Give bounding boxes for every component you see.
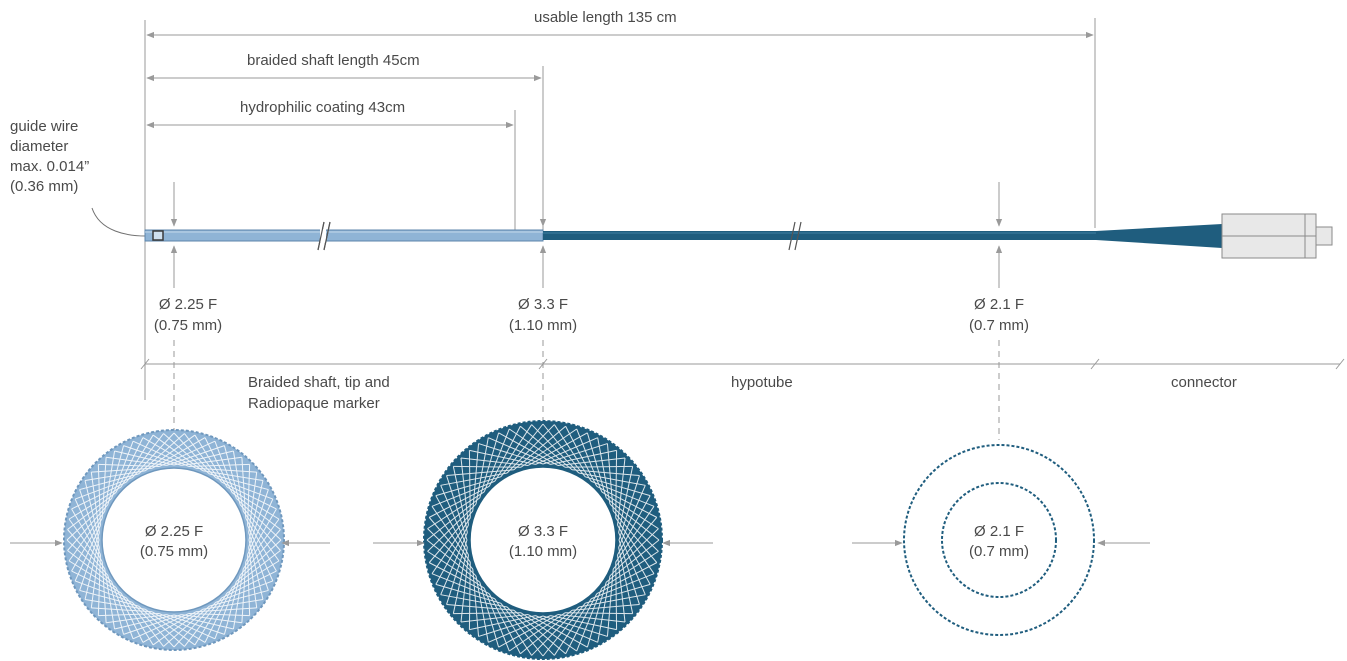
braided-shaft-length-label: braided shaft length 45cm <box>247 52 420 69</box>
usable-length-label: usable length 135 cm <box>534 9 677 26</box>
guide-wire-line1: guide wire <box>10 118 79 135</box>
guide-wire-line2: diameter <box>10 138 69 155</box>
cross-section-2-mm: (1.10 mm) <box>508 543 578 560</box>
connector-taper <box>1096 224 1222 248</box>
cross-section-hypotube <box>903 444 1095 636</box>
dimension-lines <box>146 31 1094 129</box>
cross-section-1-diameter: Ø 2.25 F <box>144 523 204 540</box>
callout-braided-diameter: Ø 3.3 F <box>517 296 569 313</box>
cross-section-3-mm: (0.7 mm) <box>969 543 1029 560</box>
section-connector-label: connector <box>1171 374 1237 391</box>
cross-section-braided-dark <box>423 420 663 660</box>
diameter-arrows <box>170 182 1003 288</box>
catheter-shaft <box>144 213 1333 259</box>
callout-tip-diameter: Ø 2.25 F <box>158 296 218 313</box>
section-braided-label: Braided shaft, tip and Radiopaque marker <box>248 372 390 414</box>
cross-section-1-mm: (0.75 mm) <box>139 543 209 560</box>
drop-lines <box>173 340 1000 440</box>
callout-tip-mm: (0.75 mm) <box>153 317 223 334</box>
section-braided-line1: Braided shaft, tip and <box>248 374 390 391</box>
section-braided-line2: Radiopaque marker <box>248 395 380 412</box>
hypotube-shaft <box>543 231 1096 240</box>
callout-tip: Ø 2.25 F (0.75 mm) <box>136 294 240 336</box>
section-hypotube-label: hypotube <box>731 374 793 391</box>
hydrophilic-coating-label: hydrophilic coating 43cm <box>240 99 406 116</box>
guide-wire-line3: max. 0.014” <box>10 158 90 175</box>
cross-section-3-label: Ø 2.1 F (0.7 mm) <box>939 522 1059 562</box>
callout-hypotube: Ø 2.1 F (0.7 mm) <box>947 294 1051 336</box>
shaft-break-marks <box>317 221 802 251</box>
cross-section-2-label: Ø 3.3 F (1.10 mm) <box>483 522 603 562</box>
guide-wire-line4: (0.36 mm) <box>10 178 79 195</box>
cross-section-2-diameter: Ø 3.3 F <box>517 523 569 540</box>
callout-hypotube-diameter: Ø 2.1 F <box>973 296 1025 313</box>
callout-braided: Ø 3.3 F (1.10 mm) <box>491 294 595 336</box>
section-divider <box>140 358 1345 370</box>
cross-section-1-label: Ø 2.25 F (0.75 mm) <box>114 522 234 562</box>
radiopaque-marker <box>152 230 164 241</box>
connector-cap <box>1315 226 1333 246</box>
guide-wire-leader <box>91 207 147 237</box>
extension-lines <box>144 18 1096 400</box>
callout-hypotube-mm: (0.7 mm) <box>969 317 1029 334</box>
callout-braided-mm: (1.10 mm) <box>508 317 578 334</box>
cross-section-3-diameter: Ø 2.1 F <box>973 523 1025 540</box>
guide-wire-annotation: guide wire diameter max. 0.014” (0.36 mm… <box>10 117 89 197</box>
cross-section-braided-light <box>63 429 285 651</box>
